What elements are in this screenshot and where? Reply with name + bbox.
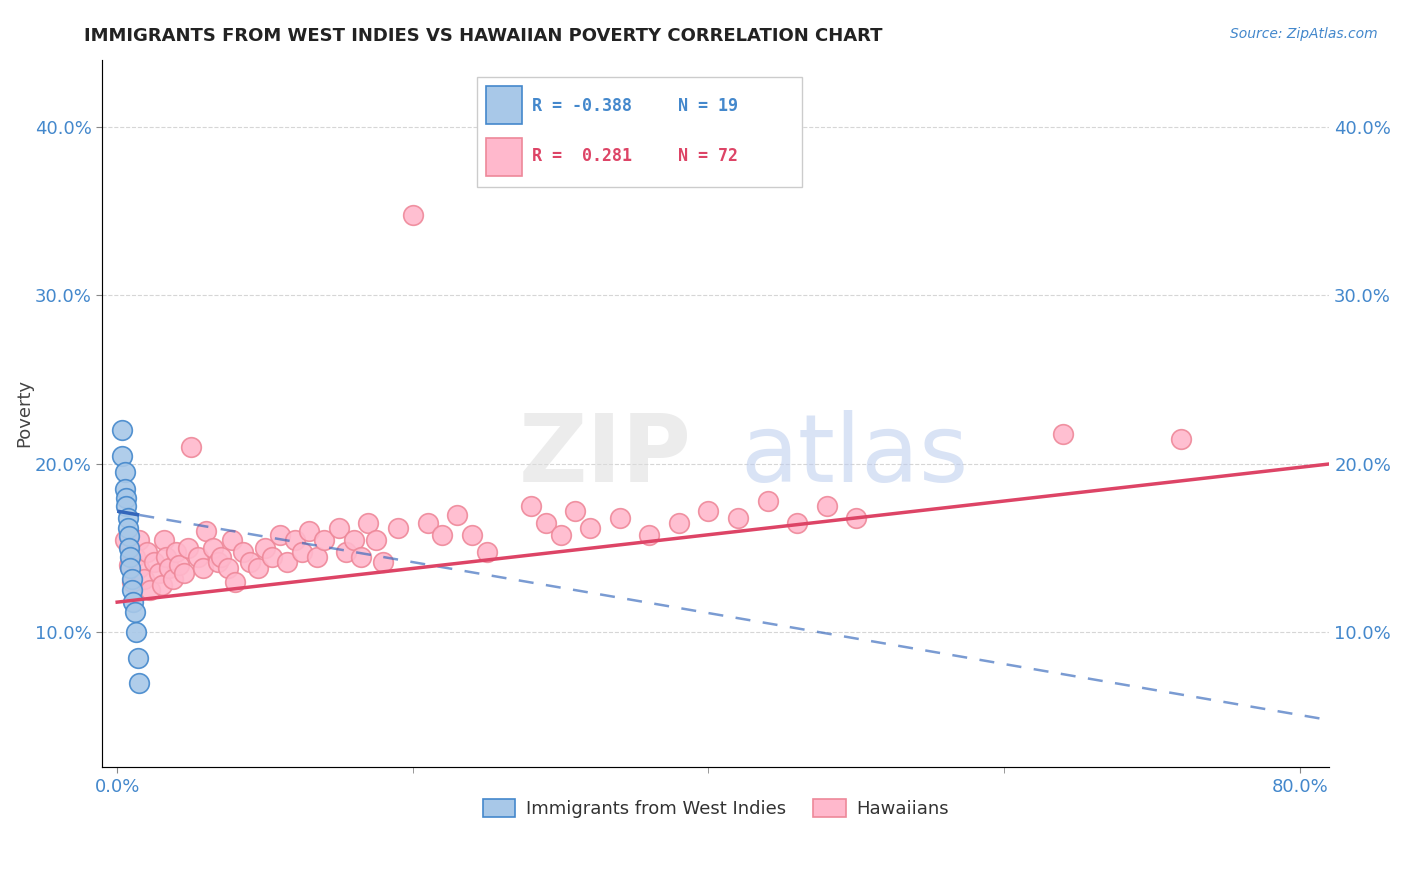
- Point: [756, 494, 779, 508]
- Point: [269, 527, 291, 541]
- Point: [153, 533, 176, 547]
- Point: [534, 516, 557, 530]
- Point: [135, 544, 157, 558]
- Point: [125, 625, 148, 640]
- Point: [239, 555, 262, 569]
- Point: [284, 533, 307, 547]
- Legend: Immigrants from West Indies, Hawaiians: Immigrants from West Indies, Hawaiians: [475, 792, 956, 825]
- Point: [579, 521, 602, 535]
- Point: [416, 516, 439, 530]
- Point: [446, 508, 468, 522]
- Point: [120, 549, 142, 564]
- Point: [118, 529, 141, 543]
- Point: [520, 499, 543, 513]
- Point: [224, 574, 246, 589]
- Point: [110, 449, 132, 463]
- Point: [110, 423, 132, 437]
- Point: [845, 511, 868, 525]
- Point: [124, 605, 146, 619]
- Point: [150, 578, 173, 592]
- Point: [402, 208, 425, 222]
- Point: [122, 595, 145, 609]
- Point: [343, 533, 366, 547]
- Point: [335, 544, 357, 558]
- Point: [132, 572, 155, 586]
- Point: [127, 650, 149, 665]
- Point: [117, 511, 139, 525]
- Point: [373, 555, 395, 569]
- Point: [143, 555, 166, 569]
- Point: [262, 549, 284, 564]
- Point: [276, 555, 298, 569]
- Point: [128, 533, 150, 547]
- Point: [121, 583, 143, 598]
- Text: IMMIGRANTS FROM WEST INDIES VS HAWAIIAN POVERTY CORRELATION CHART: IMMIGRANTS FROM WEST INDIES VS HAWAIIAN …: [84, 27, 883, 45]
- Point: [117, 521, 139, 535]
- Point: [638, 527, 661, 541]
- Text: ZIP: ZIP: [519, 410, 692, 502]
- Point: [115, 491, 138, 505]
- Point: [128, 676, 150, 690]
- Point: [157, 561, 180, 575]
- Point: [387, 521, 409, 535]
- Point: [328, 521, 350, 535]
- Point: [118, 558, 141, 572]
- Point: [475, 544, 498, 558]
- Point: [217, 561, 239, 575]
- Point: [124, 549, 146, 564]
- Point: [350, 549, 373, 564]
- Point: [177, 541, 200, 556]
- Point: [114, 533, 136, 547]
- Point: [180, 440, 202, 454]
- Point: [564, 504, 586, 518]
- Y-axis label: Poverty: Poverty: [15, 379, 32, 448]
- Point: [609, 511, 631, 525]
- Point: [253, 541, 276, 556]
- Point: [194, 524, 217, 539]
- Point: [120, 561, 142, 575]
- Point: [291, 544, 314, 558]
- Point: [114, 466, 136, 480]
- Point: [668, 516, 690, 530]
- Point: [155, 549, 177, 564]
- Point: [118, 541, 141, 556]
- Text: Source: ZipAtlas.com: Source: ZipAtlas.com: [1230, 27, 1378, 41]
- Point: [187, 549, 209, 564]
- Point: [314, 533, 336, 547]
- Point: [815, 499, 838, 513]
- Point: [114, 482, 136, 496]
- Text: atlas: atlas: [741, 410, 969, 502]
- Point: [148, 566, 170, 581]
- Point: [461, 527, 484, 541]
- Point: [173, 566, 195, 581]
- Point: [191, 561, 214, 575]
- Point: [128, 561, 150, 575]
- Point: [138, 583, 160, 598]
- Point: [727, 511, 749, 525]
- Point: [786, 516, 808, 530]
- Point: [162, 572, 184, 586]
- Point: [232, 544, 254, 558]
- Point: [550, 527, 572, 541]
- Point: [298, 524, 321, 539]
- Point: [209, 549, 232, 564]
- Point: [221, 533, 243, 547]
- Point: [207, 555, 229, 569]
- Point: [115, 499, 138, 513]
- Point: [121, 572, 143, 586]
- Point: [202, 541, 225, 556]
- Point: [432, 527, 454, 541]
- Point: [364, 533, 387, 547]
- Point: [357, 516, 380, 530]
- Point: [246, 561, 269, 575]
- Point: [165, 544, 187, 558]
- Point: [121, 574, 143, 589]
- Point: [169, 558, 191, 572]
- Point: [305, 549, 328, 564]
- Point: [697, 504, 720, 518]
- Point: [1170, 432, 1192, 446]
- Point: [1052, 426, 1074, 441]
